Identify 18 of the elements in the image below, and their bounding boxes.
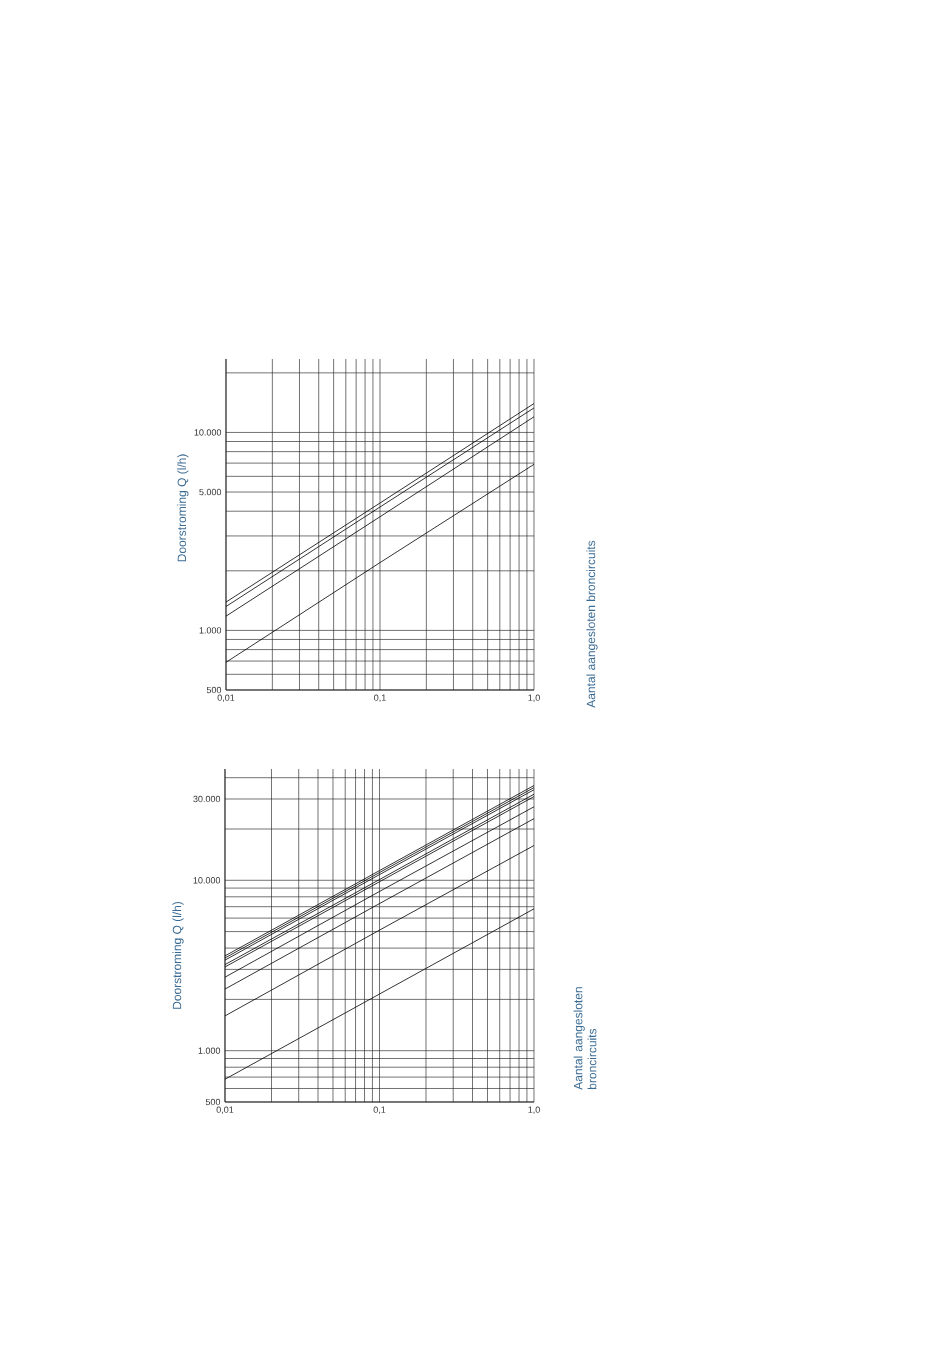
y-tick-label: 5.000 bbox=[199, 488, 222, 496]
y-tick-label: 1.000 bbox=[199, 627, 222, 634]
x-tick-label: 0,01 bbox=[216, 1106, 234, 1114]
y-axis-title: Doorstroming Q (l/h) bbox=[172, 901, 184, 1009]
x-tick-label: 1,0 bbox=[528, 1106, 540, 1114]
y-axis-title: Doorstroming Q (l/h) bbox=[177, 454, 189, 562]
y-tick-label: 30.000 bbox=[193, 795, 221, 803]
y-tick-label: 10.000 bbox=[194, 429, 222, 436]
y-tick-label: 10.000 bbox=[193, 877, 221, 884]
y-tick-label: 500 bbox=[206, 686, 222, 694]
y2-axis-title: Aantal aangesloten broncircuits bbox=[573, 987, 597, 1090]
y-tick-label: 500 bbox=[205, 1098, 221, 1106]
y2-axis-title: Aantal aangesloten broncircuits bbox=[586, 540, 598, 708]
x-tick-label: 0,1 bbox=[373, 1106, 386, 1114]
x-tick-label: 1,0 bbox=[528, 694, 540, 702]
x-tick-label: 0,1 bbox=[374, 694, 386, 702]
y-tick-label: 1.000 bbox=[198, 1047, 221, 1054]
x-tick-label: 0,01 bbox=[217, 694, 235, 702]
